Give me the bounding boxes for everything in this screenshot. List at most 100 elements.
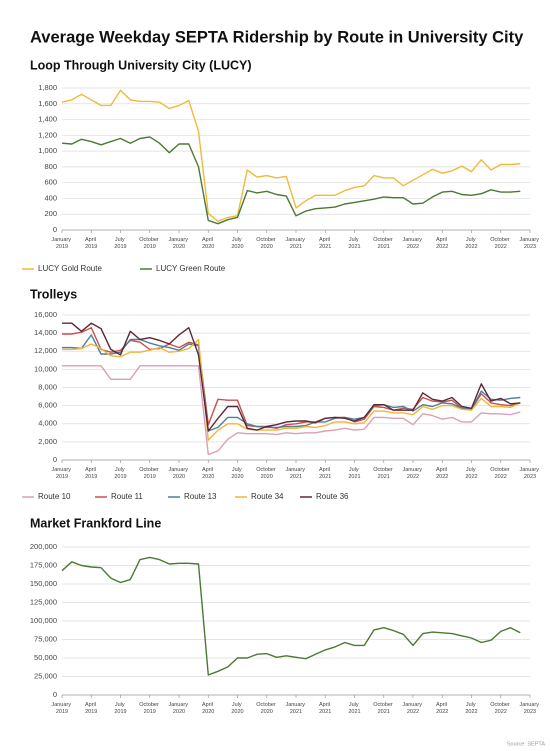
- x-tick-label: January 2021: [285, 237, 306, 250]
- x-tick-label: July 2022: [465, 702, 477, 715]
- x-tick-label: January 2019: [51, 702, 72, 715]
- x-tick-label: January 2022: [402, 467, 423, 480]
- series-line: [62, 327, 521, 429]
- x-tick-label: October 2022: [490, 237, 511, 250]
- x-tick-label: January 2023: [519, 702, 540, 715]
- x-tick-label: April 2022: [436, 467, 449, 480]
- y-tick-label: 800: [44, 162, 57, 171]
- x-tick-label: April 2021: [319, 237, 332, 250]
- x-tick-label: July 2019: [114, 702, 126, 715]
- x-tick-label: January 2020: [168, 467, 189, 480]
- x-tick-label: April 2021: [319, 467, 332, 480]
- legend-label: Route 11: [111, 492, 143, 501]
- legend-label: LUCY Green Route: [156, 264, 226, 273]
- x-tick-label: January 2020: [168, 702, 189, 715]
- y-tick-label: 1,200: [38, 130, 57, 139]
- source: Source: SEPTA: [507, 741, 545, 747]
- x-tick-label: April 2019: [85, 237, 98, 250]
- legend-label: LUCY Gold Route: [38, 264, 102, 273]
- y-tick-label: 25,000: [34, 671, 57, 680]
- x-tick-label: January 2019: [51, 237, 72, 250]
- x-tick-label: July 2022: [465, 237, 477, 250]
- x-tick-label: July 2021: [348, 467, 360, 480]
- series-line: [62, 322, 521, 432]
- x-tick-label: October 2021: [373, 237, 394, 250]
- x-tick-label: January 2023: [519, 467, 540, 480]
- x-tick-label: October 2021: [373, 702, 394, 715]
- x-tick-label: April 2019: [85, 702, 98, 715]
- x-tick-label: April 2020: [202, 467, 215, 480]
- x-tick-label: January 2021: [285, 467, 306, 480]
- y-tick-label: 75,000: [34, 634, 57, 643]
- y-tick-label: 1,600: [38, 99, 57, 108]
- y-tick-label: 1,000: [38, 146, 57, 155]
- chart-title: Market Frankford Line: [30, 516, 161, 530]
- y-tick-label: 0: [53, 225, 57, 234]
- x-tick-label: July 2022: [465, 467, 477, 480]
- series-line: [61, 556, 521, 676]
- x-tick-label: July 2021: [348, 237, 360, 250]
- x-tick-label: October 2019: [139, 467, 160, 480]
- x-tick-label: July 2019: [114, 467, 126, 480]
- legend-label: Route 36: [316, 492, 349, 501]
- y-tick-label: 16,000: [34, 310, 57, 319]
- y-tick-label: 10,000: [34, 364, 57, 373]
- y-tick-label: 175,000: [30, 560, 57, 569]
- y-tick-label: 50,000: [34, 653, 57, 662]
- x-tick-label: April 2020: [202, 702, 215, 715]
- y-tick-label: 1,400: [38, 115, 57, 124]
- x-tick-label: October 2022: [490, 702, 511, 715]
- x-tick-label: October 2020: [256, 237, 277, 250]
- x-tick-label: October 2019: [139, 702, 160, 715]
- y-tick-label: 12,000: [34, 346, 57, 355]
- y-tick-label: 2,000: [38, 437, 57, 446]
- y-tick-label: 4,000: [38, 419, 57, 428]
- legend-label: Route 10: [38, 492, 71, 501]
- y-tick-label: 125,000: [30, 597, 57, 606]
- y-tick-label: 100,000: [30, 616, 57, 625]
- x-tick-label: April 2020: [202, 237, 215, 250]
- x-tick-label: January 2021: [285, 702, 306, 715]
- series-line: [62, 334, 521, 432]
- page-title: Average Weekday SEPTA Ridership by Route…: [30, 28, 524, 46]
- y-tick-label: 600: [44, 178, 57, 187]
- x-tick-label: January 2022: [402, 237, 423, 250]
- x-tick-label: October 2019: [139, 237, 160, 250]
- x-tick-label: July 2020: [231, 237, 243, 250]
- x-tick-label: January 2023: [519, 237, 540, 250]
- y-tick-label: 0: [53, 690, 57, 699]
- x-tick-label: April 2022: [436, 237, 449, 250]
- y-tick-label: 400: [44, 193, 57, 202]
- x-tick-label: April 2019: [85, 467, 98, 480]
- x-tick-label: October 2021: [373, 467, 394, 480]
- series-line: [61, 136, 521, 225]
- y-tick-label: 14,000: [34, 328, 57, 337]
- chart-title: Trolleys: [30, 287, 77, 301]
- y-tick-label: 200,000: [30, 542, 57, 551]
- series-line: [62, 365, 521, 456]
- y-tick-label: 6,000: [38, 401, 57, 410]
- series-line: [62, 338, 521, 441]
- x-tick-label: July 2019: [114, 237, 126, 250]
- legend-label: Route 13: [184, 492, 217, 501]
- x-tick-label: July 2021: [348, 702, 360, 715]
- x-tick-label: October 2020: [256, 467, 277, 480]
- y-tick-label: 8,000: [38, 382, 57, 391]
- x-tick-label: January 2022: [402, 702, 423, 715]
- x-tick-label: July 2020: [231, 702, 243, 715]
- x-tick-label: October 2020: [256, 702, 277, 715]
- y-tick-label: 150,000: [30, 579, 57, 588]
- legend-label: Route 34: [251, 492, 284, 501]
- x-tick-label: October 2022: [490, 467, 511, 480]
- y-tick-label: 0: [53, 455, 57, 464]
- y-tick-label: 1,800: [38, 83, 57, 92]
- y-tick-label: 200: [44, 209, 57, 218]
- x-tick-label: January 2020: [168, 237, 189, 250]
- x-tick-label: January 2019: [51, 467, 72, 480]
- x-tick-label: July 2020: [231, 467, 243, 480]
- x-tick-label: April 2021: [319, 702, 332, 715]
- series-line: [61, 89, 521, 222]
- chart-title: Loop Through University City (LUCY): [30, 58, 252, 72]
